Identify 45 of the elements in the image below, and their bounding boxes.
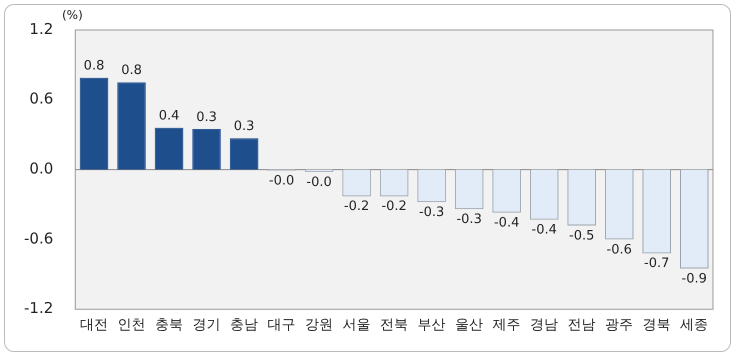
data-label: 0.3 xyxy=(234,119,254,134)
bar xyxy=(230,138,258,170)
x-tick-label: 서울 xyxy=(342,317,371,334)
y-tick-label: 0.0 xyxy=(29,159,54,178)
data-label: 0.8 xyxy=(84,58,104,74)
data-label: -0.0 xyxy=(268,174,294,189)
x-tick-label: 대전 xyxy=(80,317,108,334)
data-label: -0.4 xyxy=(532,222,557,238)
data-label: -0.0 xyxy=(306,174,332,190)
x-tick-label: 부산 xyxy=(418,317,446,334)
data-label: -0.6 xyxy=(606,242,632,258)
data-label: -0.4 xyxy=(494,216,520,231)
data-label: -0.5 xyxy=(569,228,594,244)
bar xyxy=(117,82,146,170)
data-label: 0.4 xyxy=(158,108,180,124)
data-label: 0.8 xyxy=(121,63,142,78)
data-label: 0.3 xyxy=(196,110,217,125)
x-tick-label: 충남 xyxy=(230,317,258,334)
data-label: -0.9 xyxy=(682,271,707,286)
x-tick-label: 인천 xyxy=(118,317,146,334)
x-tick-label: 전남 xyxy=(568,317,596,334)
data-label: -0.2 xyxy=(381,199,407,214)
x-tick-label: 충북 xyxy=(155,317,184,334)
bar xyxy=(154,128,184,170)
bar xyxy=(192,128,221,170)
x-tick-label: 울산 xyxy=(455,317,484,334)
y-tick-label: -0.6 xyxy=(24,229,54,248)
x-tick-label: 강원 xyxy=(305,317,334,334)
data-label: -0.7 xyxy=(644,256,670,272)
x-tick-label: 경기 xyxy=(192,317,221,334)
data-label: -0.3 xyxy=(418,205,444,220)
x-tick-label: 경북 xyxy=(642,317,671,334)
bar xyxy=(80,78,108,170)
x-tick-label: 전북 xyxy=(380,317,408,334)
x-tick-label: 광주 xyxy=(605,317,634,334)
x-tick-label: 대구 xyxy=(268,317,296,334)
x-tick-label: 제주 xyxy=(492,317,521,334)
x-tick-label: 세종 xyxy=(680,317,708,334)
y-tick-label: 0.6 xyxy=(29,90,54,108)
y-tick-label: -1.2 xyxy=(24,299,54,318)
data-label: -0.3 xyxy=(456,212,482,228)
x-tick-label: 경남 xyxy=(530,317,558,334)
data-label: -0.2 xyxy=(344,199,370,214)
y-tick-label: 1.2 xyxy=(29,20,54,38)
y-axis-title: (%) xyxy=(62,8,83,22)
